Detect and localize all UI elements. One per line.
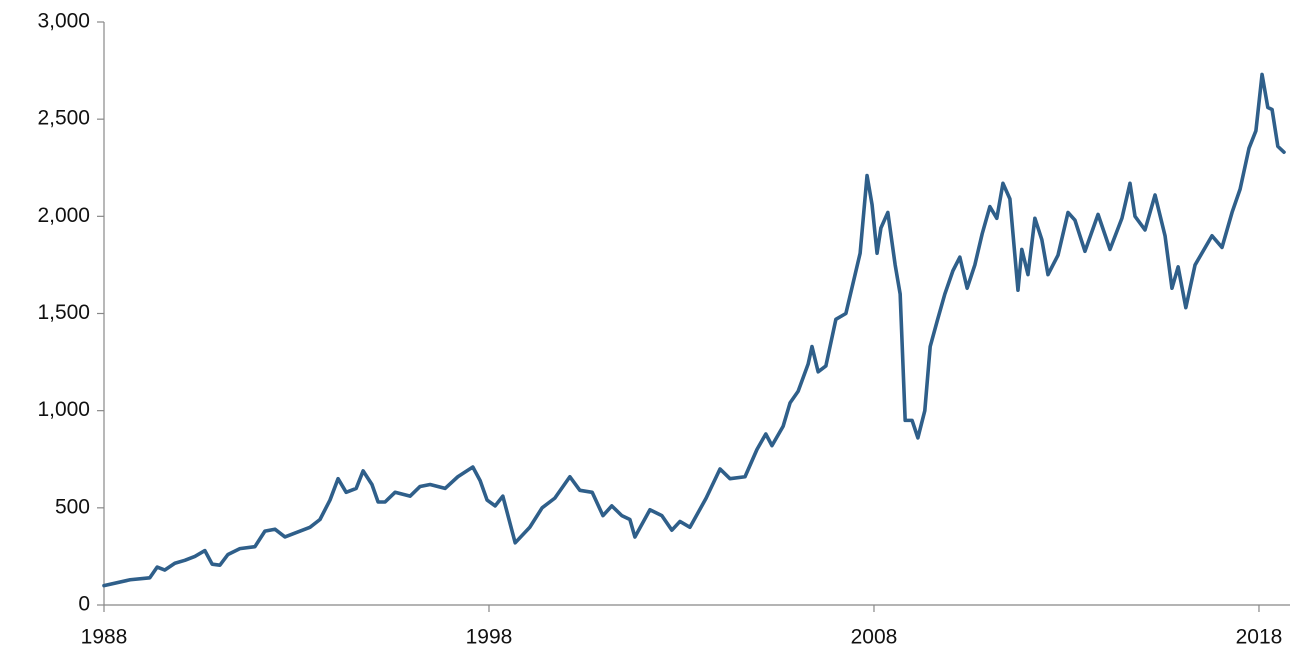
y-tick-label: 2,000 [37, 204, 90, 227]
y-tick-label: 500 [55, 495, 90, 518]
y-tick-label: 0 [78, 593, 90, 616]
line-series [102, 72, 1286, 588]
y-tick-label: 1,500 [37, 301, 90, 324]
y-tick-label: 3,000 [37, 10, 90, 33]
x-tick-label: 2018 [1236, 626, 1283, 649]
y-tick-label: 1,000 [37, 398, 90, 421]
y-tick-label: 2,500 [37, 107, 90, 130]
x-tick-label: 2008 [851, 626, 898, 649]
x-tick-label: 1988 [81, 626, 128, 649]
x-tick-label: 1998 [466, 626, 513, 649]
